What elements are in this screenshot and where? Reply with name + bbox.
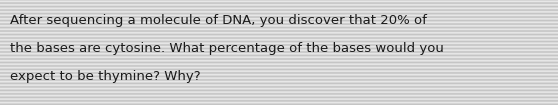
Text: the bases are cytosine. What percentage of the bases would you: the bases are cytosine. What percentage … [10, 42, 444, 55]
Text: expect to be thymine? Why?: expect to be thymine? Why? [10, 70, 201, 83]
Text: After sequencing a molecule of DNA, you discover that 20% of: After sequencing a molecule of DNA, you … [10, 14, 427, 27]
